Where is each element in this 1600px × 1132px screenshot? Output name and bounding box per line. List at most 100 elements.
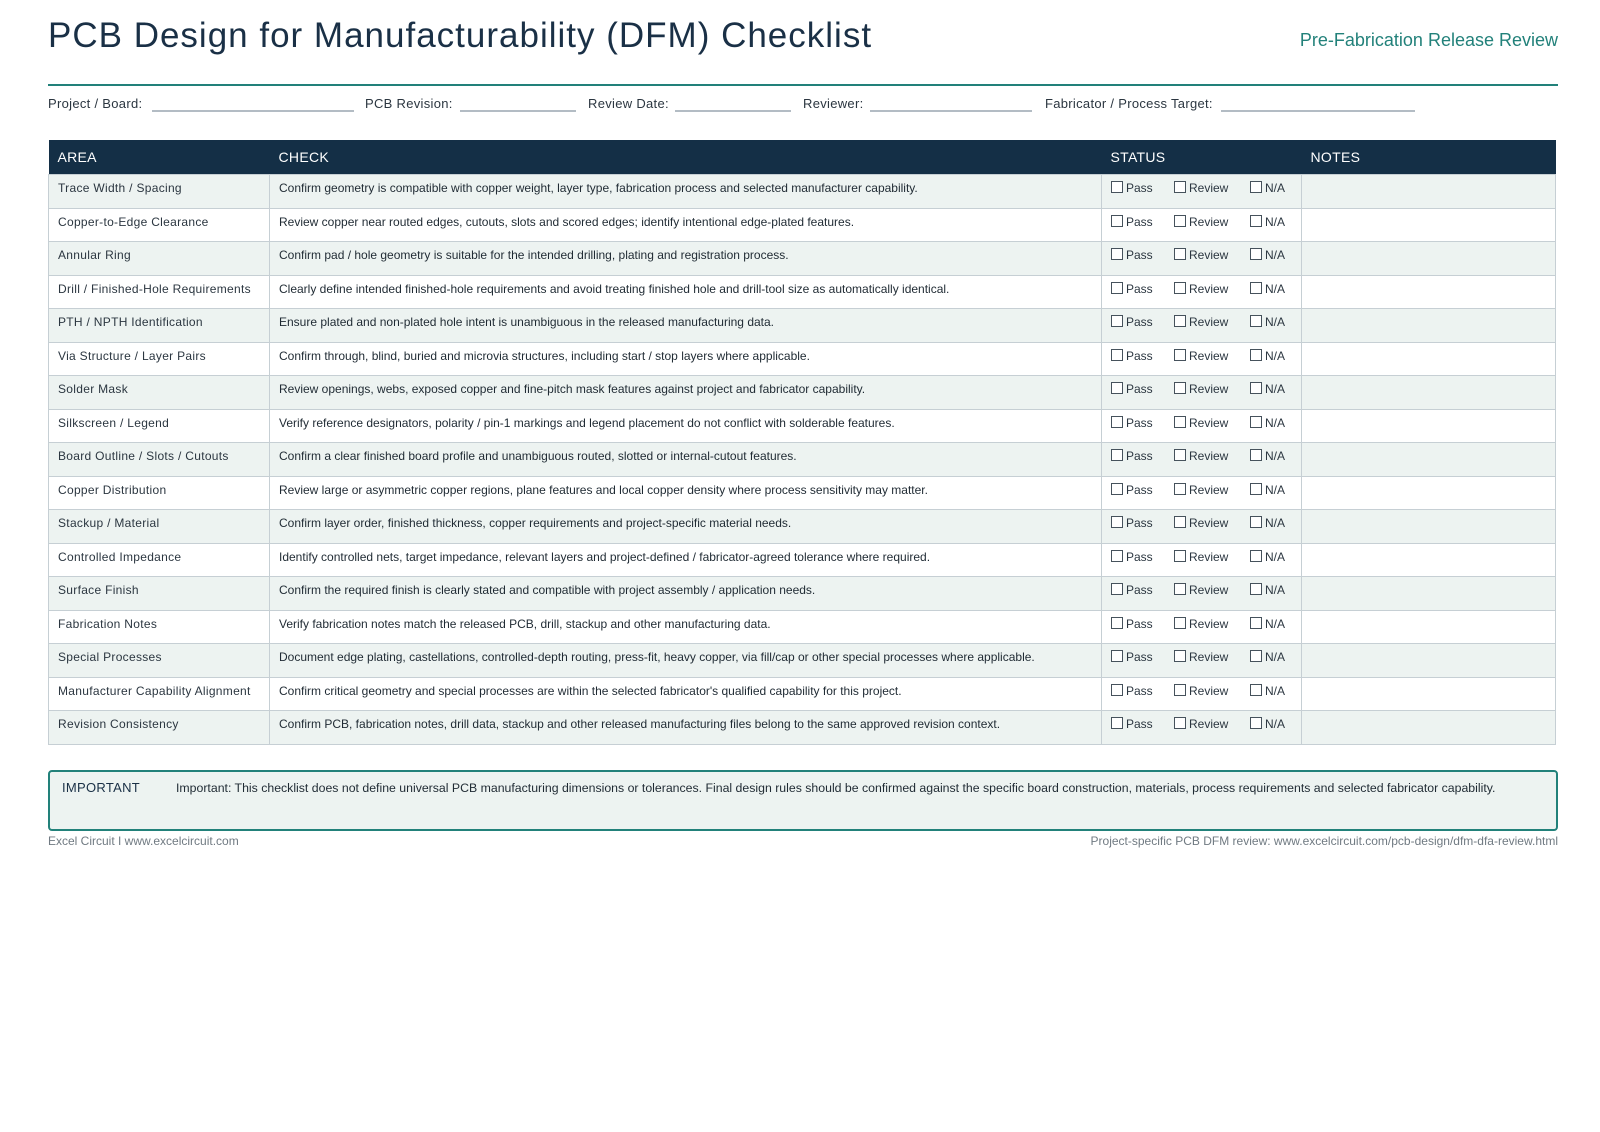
pass-checkbox[interactable]: [1111, 482, 1123, 495]
pass-checkbox[interactable]: [1111, 382, 1123, 394]
na-checkbox[interactable]: [1250, 382, 1262, 394]
row-notes-field[interactable]: [1301, 676, 1556, 711]
row-notes-field[interactable]: [1301, 643, 1556, 678]
row-notes-field[interactable]: [1301, 442, 1556, 477]
na-checkbox[interactable]: [1250, 348, 1262, 361]
row-notes-field[interactable]: [1301, 341, 1556, 376]
na-checkbox[interactable]: [1250, 683, 1262, 696]
row-notes-field[interactable]: [1301, 542, 1556, 577]
review-checkbox[interactable]: [1174, 616, 1186, 629]
pass-checkbox[interactable]: [1111, 449, 1123, 461]
review-checkbox[interactable]: [1174, 248, 1186, 260]
status-option-pass[interactable]: Pass: [1111, 482, 1174, 497]
review-checkbox[interactable]: [1174, 415, 1186, 428]
status-option-review[interactable]: Review: [1174, 683, 1250, 698]
revision-field[interactable]: [460, 110, 576, 112]
status-option-na[interactable]: N/A: [1250, 315, 1285, 329]
review-checkbox[interactable]: [1174, 683, 1186, 696]
status-option-na[interactable]: N/A: [1250, 415, 1285, 430]
na-checkbox[interactable]: [1250, 482, 1262, 495]
status-option-na[interactable]: N/A: [1250, 348, 1285, 363]
pass-checkbox[interactable]: [1111, 717, 1123, 729]
review-checkbox[interactable]: [1174, 281, 1186, 294]
status-option-review[interactable]: Review: [1174, 348, 1250, 363]
status-option-review[interactable]: Review: [1174, 717, 1250, 731]
row-notes-field[interactable]: [1301, 308, 1556, 343]
status-option-na[interactable]: N/A: [1250, 683, 1285, 698]
row-notes-field[interactable]: [1301, 274, 1556, 309]
review-checkbox[interactable]: [1174, 717, 1186, 729]
status-option-pass[interactable]: Pass: [1111, 348, 1174, 363]
status-option-na[interactable]: N/A: [1250, 717, 1285, 731]
status-option-pass[interactable]: Pass: [1111, 214, 1174, 229]
status-option-review[interactable]: Review: [1174, 549, 1250, 564]
status-option-review[interactable]: Review: [1174, 181, 1250, 195]
status-option-pass[interactable]: Pass: [1111, 248, 1174, 262]
status-option-na[interactable]: N/A: [1250, 482, 1285, 497]
row-notes-field[interactable]: [1301, 609, 1556, 644]
row-notes-field[interactable]: [1301, 475, 1556, 510]
status-option-review[interactable]: Review: [1174, 248, 1250, 262]
fabricator-field[interactable]: [1221, 110, 1415, 112]
status-option-na[interactable]: N/A: [1250, 181, 1285, 195]
status-option-na[interactable]: N/A: [1250, 214, 1285, 229]
review-checkbox[interactable]: [1174, 482, 1186, 495]
status-option-na[interactable]: N/A: [1250, 281, 1285, 296]
status-option-pass[interactable]: Pass: [1111, 449, 1174, 463]
status-option-review[interactable]: Review: [1174, 382, 1250, 396]
pass-checkbox[interactable]: [1111, 248, 1123, 260]
na-checkbox[interactable]: [1250, 616, 1262, 629]
pass-checkbox[interactable]: [1111, 516, 1123, 528]
na-checkbox[interactable]: [1250, 315, 1262, 327]
status-option-review[interactable]: Review: [1174, 616, 1250, 631]
pass-checkbox[interactable]: [1111, 348, 1123, 361]
status-option-pass[interactable]: Pass: [1111, 683, 1174, 698]
row-notes-field[interactable]: [1301, 710, 1556, 745]
status-option-pass[interactable]: Pass: [1111, 549, 1174, 564]
na-checkbox[interactable]: [1250, 549, 1262, 562]
row-notes-field[interactable]: [1301, 509, 1556, 544]
na-checkbox[interactable]: [1250, 717, 1262, 729]
status-option-pass[interactable]: Pass: [1111, 583, 1174, 597]
status-option-na[interactable]: N/A: [1250, 248, 1285, 262]
na-checkbox[interactable]: [1250, 516, 1262, 528]
status-option-na[interactable]: N/A: [1250, 449, 1285, 463]
reviewer-field[interactable]: [870, 110, 1032, 112]
na-checkbox[interactable]: [1250, 583, 1262, 595]
status-option-review[interactable]: Review: [1174, 583, 1250, 597]
status-option-na[interactable]: N/A: [1250, 616, 1285, 631]
na-checkbox[interactable]: [1250, 650, 1262, 662]
status-option-review[interactable]: Review: [1174, 650, 1250, 664]
pass-checkbox[interactable]: [1111, 616, 1123, 629]
pass-checkbox[interactable]: [1111, 583, 1123, 595]
na-checkbox[interactable]: [1250, 449, 1262, 461]
row-notes-field[interactable]: [1301, 207, 1556, 242]
review-checkbox[interactable]: [1174, 382, 1186, 394]
review-checkbox[interactable]: [1174, 549, 1186, 562]
pass-checkbox[interactable]: [1111, 315, 1123, 327]
status-option-review[interactable]: Review: [1174, 281, 1250, 296]
status-option-na[interactable]: N/A: [1250, 583, 1285, 597]
status-option-pass[interactable]: Pass: [1111, 616, 1174, 631]
row-notes-field[interactable]: [1301, 576, 1556, 611]
na-checkbox[interactable]: [1250, 214, 1262, 227]
status-option-review[interactable]: Review: [1174, 315, 1250, 329]
status-option-pass[interactable]: Pass: [1111, 382, 1174, 396]
status-option-pass[interactable]: Pass: [1111, 650, 1174, 664]
status-option-pass[interactable]: Pass: [1111, 315, 1174, 329]
pass-checkbox[interactable]: [1111, 650, 1123, 662]
review-checkbox[interactable]: [1174, 516, 1186, 528]
status-option-review[interactable]: Review: [1174, 516, 1250, 530]
status-option-pass[interactable]: Pass: [1111, 717, 1174, 731]
project-field[interactable]: [152, 110, 354, 112]
status-option-pass[interactable]: Pass: [1111, 516, 1174, 530]
review-checkbox[interactable]: [1174, 650, 1186, 662]
row-notes-field[interactable]: [1301, 174, 1556, 209]
status-option-review[interactable]: Review: [1174, 482, 1250, 497]
row-notes-field[interactable]: [1301, 241, 1556, 276]
review-checkbox[interactable]: [1174, 315, 1186, 327]
status-option-review[interactable]: Review: [1174, 449, 1250, 463]
na-checkbox[interactable]: [1250, 181, 1262, 193]
na-checkbox[interactable]: [1250, 415, 1262, 428]
review-checkbox[interactable]: [1174, 214, 1186, 227]
